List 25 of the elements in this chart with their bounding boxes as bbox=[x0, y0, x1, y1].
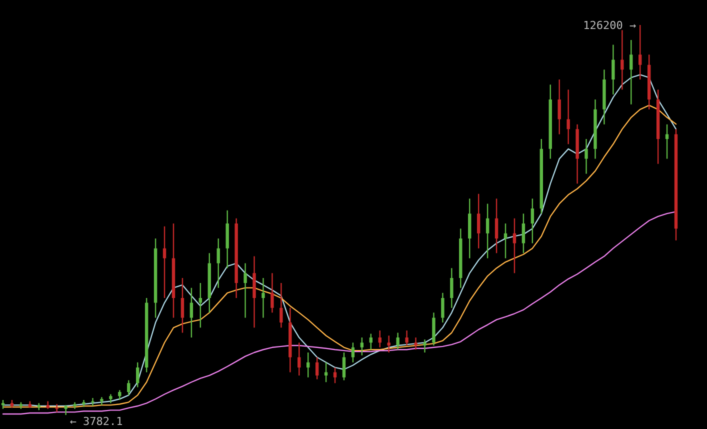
candlestick bbox=[584, 139, 588, 174]
candlestick bbox=[270, 273, 274, 313]
candlestick bbox=[566, 90, 570, 144]
annotation: 126200 → bbox=[583, 19, 636, 32]
candlestick bbox=[423, 339, 426, 352]
candlestick bbox=[252, 256, 256, 328]
candlestick bbox=[244, 263, 247, 318]
candlestick bbox=[396, 332, 400, 350]
candlestick bbox=[100, 397, 104, 406]
candlestick bbox=[620, 30, 624, 90]
candlestick bbox=[109, 394, 112, 404]
candlestick bbox=[405, 330, 408, 346]
candlestick bbox=[414, 338, 418, 350]
annotation: ← 3782.1 bbox=[70, 415, 123, 428]
candlestick bbox=[55, 404, 58, 412]
candlestick bbox=[262, 278, 265, 318]
candlestick bbox=[612, 44, 615, 94]
candlestick bbox=[280, 283, 283, 328]
candlestick bbox=[91, 398, 94, 406]
candlestick bbox=[118, 390, 122, 400]
candlestick bbox=[82, 400, 86, 407]
candlestick bbox=[226, 210, 229, 268]
candlestick bbox=[558, 79, 561, 134]
candlestick bbox=[64, 405, 68, 415]
candlestick bbox=[73, 402, 76, 409]
